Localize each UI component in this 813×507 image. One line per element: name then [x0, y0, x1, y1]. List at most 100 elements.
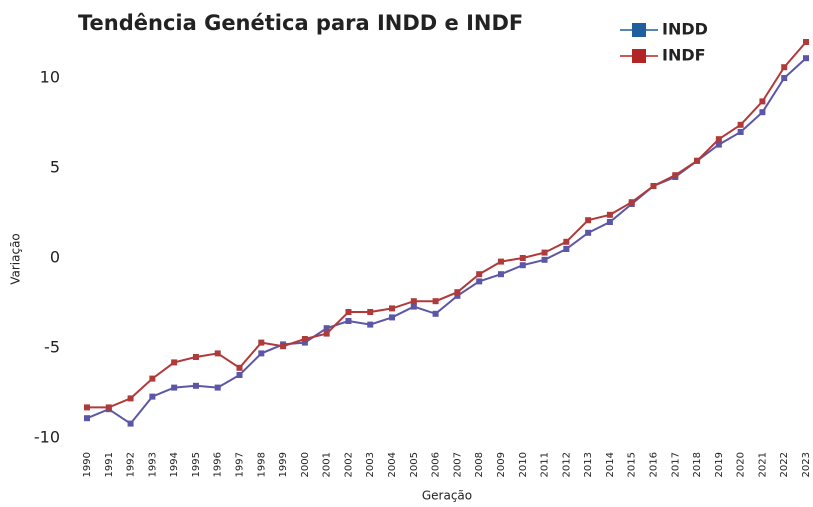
x-tick-label: 2017	[670, 452, 681, 477]
x-tick-label: 2000	[300, 452, 311, 477]
marker	[454, 289, 461, 296]
x-tick-label: 2004	[387, 452, 398, 477]
legend-marker	[632, 49, 646, 63]
x-tick-label: 1993	[147, 452, 158, 477]
chart-title: Tendência Genética para INDD e INDF	[78, 11, 523, 35]
marker	[171, 359, 178, 366]
marker	[389, 305, 396, 312]
marker	[759, 98, 766, 105]
legend-label: INDD	[662, 20, 708, 39]
x-tick-label: 2001	[322, 452, 333, 477]
marker	[454, 292, 461, 299]
marker	[84, 415, 90, 422]
y-tick-label: 5	[50, 158, 60, 177]
x-tick-label: 2005	[409, 452, 420, 477]
marker	[541, 256, 548, 263]
marker	[105, 404, 112, 411]
marker	[127, 395, 134, 402]
legend-marker	[632, 23, 646, 37]
marker	[628, 199, 635, 206]
line	[86, 57, 807, 425]
marker	[803, 39, 809, 45]
marker	[410, 303, 417, 310]
marker	[585, 229, 592, 236]
x-tick-label: 2022	[779, 452, 790, 477]
marker	[497, 271, 504, 278]
marker	[781, 64, 788, 71]
y-tick-label: 0	[50, 248, 60, 267]
marker	[476, 271, 483, 278]
marker	[715, 141, 722, 148]
marker	[171, 384, 178, 391]
x-tick-label: 2019	[714, 452, 725, 477]
marker	[389, 314, 396, 321]
marker	[497, 258, 504, 265]
marker	[214, 350, 221, 357]
marker	[541, 249, 548, 256]
marker	[759, 109, 766, 116]
x-tick-label: 2008	[474, 452, 485, 477]
marker	[367, 321, 374, 328]
marker	[672, 172, 679, 179]
x-tick-label: 1994	[169, 452, 180, 477]
marker	[236, 372, 243, 378]
x-tick-label: 2006	[431, 452, 442, 477]
marker	[410, 298, 417, 305]
marker	[345, 318, 352, 324]
marker	[650, 183, 657, 189]
x-tick-label: 1995	[191, 452, 202, 477]
marker	[192, 354, 199, 360]
legend-label: INDF	[662, 46, 706, 65]
marker	[606, 211, 613, 218]
marker	[803, 55, 809, 62]
y-axis-label: Variação	[9, 233, 23, 285]
marker	[781, 75, 788, 81]
x-tick-label: 1992	[126, 452, 137, 477]
marker	[345, 309, 352, 315]
x-tick-label: 1996	[213, 452, 224, 477]
marker	[519, 255, 526, 261]
marker	[563, 246, 570, 252]
line	[87, 41, 807, 409]
marker	[432, 298, 439, 305]
x-tick-label: 2011	[540, 452, 551, 477]
x-tick-label: 2003	[365, 452, 376, 477]
x-tick-label: 1998	[256, 452, 267, 477]
marker	[258, 350, 265, 357]
marker	[301, 339, 308, 346]
marker	[236, 364, 243, 371]
marker	[367, 309, 374, 315]
marker	[280, 343, 287, 350]
marker	[214, 384, 221, 391]
x-tick-label: 2018	[692, 452, 703, 477]
x-tick-label: 2012	[561, 452, 572, 477]
x-tick-label: 2007	[452, 452, 463, 477]
y-tick-label: -5	[44, 338, 60, 357]
x-tick-label: 1999	[278, 452, 289, 477]
x-tick-label: 2010	[518, 452, 529, 477]
marker	[585, 217, 592, 224]
marker	[432, 310, 439, 317]
marker	[323, 325, 330, 332]
marker	[192, 382, 199, 389]
marker	[737, 129, 744, 135]
marker	[694, 157, 701, 164]
x-tick-label: 2009	[496, 452, 507, 477]
marker	[476, 278, 483, 285]
x-tick-label: 1990	[82, 452, 93, 477]
x-axis-label: Geração	[422, 489, 472, 503]
x-tick-label: 2014	[605, 452, 616, 477]
x-tick-label: 2023	[801, 452, 812, 477]
x-tick-label: 2002	[343, 452, 354, 477]
marker	[563, 238, 570, 245]
marker	[258, 339, 265, 346]
y-tick-label: -10	[34, 428, 60, 447]
marker	[149, 375, 156, 382]
marker	[301, 336, 308, 342]
marker	[737, 121, 744, 128]
marker	[519, 262, 526, 269]
x-tick-label: 1997	[235, 452, 246, 477]
marker	[606, 219, 613, 225]
marker	[149, 393, 156, 400]
